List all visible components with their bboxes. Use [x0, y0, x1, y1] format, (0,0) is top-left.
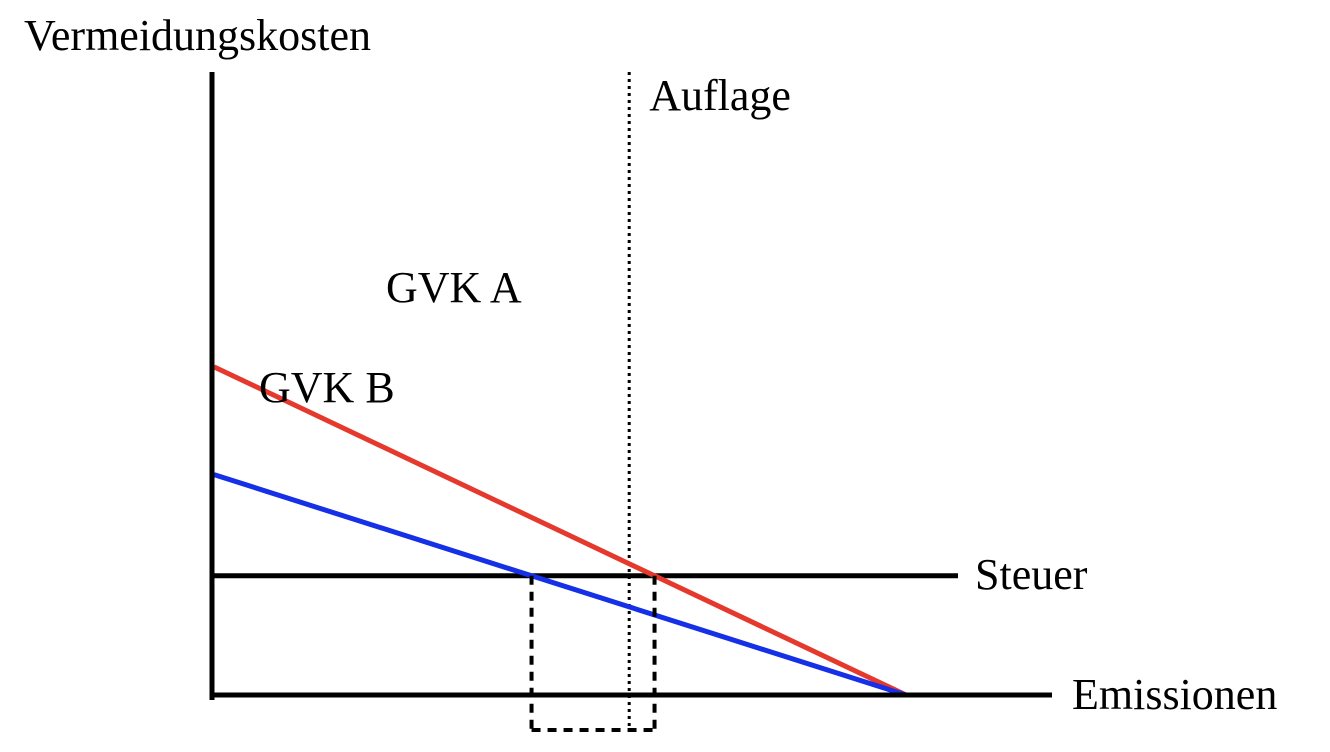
gvk-b-label: GVK B — [259, 363, 395, 412]
auflage-label: Auflage — [649, 71, 791, 120]
y-axis-label: Vermeidungskosten — [24, 11, 371, 60]
gvk-a-line — [212, 364, 908, 698]
gvk-b-line — [213, 472, 907, 698]
steuer-label: Steuer — [975, 550, 1088, 599]
gvk-a-label: GVK A — [386, 263, 522, 312]
x-axis-label: Emissionen — [1072, 670, 1277, 719]
intersection-guides — [529, 575, 657, 732]
